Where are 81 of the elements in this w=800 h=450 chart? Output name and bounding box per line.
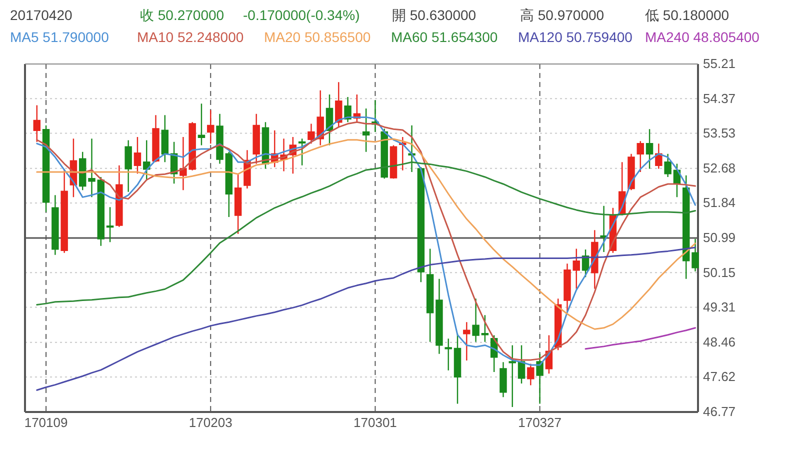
candlestick [572, 248, 580, 290]
text: MA60 51.654300 [391, 29, 498, 45]
candlestick [472, 298, 480, 343]
text: MA120 50.759400 [518, 29, 633, 45]
candlestick [664, 153, 672, 178]
candlestick [399, 136, 406, 171]
candlestick [628, 153, 635, 191]
candlestick [408, 124, 416, 173]
candlestick [564, 262, 571, 312]
candlestick [518, 344, 526, 384]
y-tick-label: 48.46 [703, 334, 736, 350]
y-tick-label: 53.53 [703, 125, 736, 140]
candlestick [335, 82, 342, 128]
x-tick-label: 170203 [188, 415, 232, 430]
candlestick [207, 110, 214, 144]
x-tick-label: 170109 [24, 415, 68, 430]
candlestick [298, 138, 306, 166]
candlestick [417, 166, 425, 283]
y-tick-label: 50.15 [703, 264, 736, 280]
y-tick-label: 47.62 [703, 369, 736, 384]
text: 收 50.270000 [140, 7, 224, 23]
text: MA10 52.248000 [137, 29, 244, 45]
candlestick [362, 108, 370, 152]
line-series [36, 138, 696, 330]
candlestick [78, 151, 86, 191]
candlestick [508, 344, 516, 408]
candlestick [152, 114, 160, 163]
text: MA20 50.856500 [264, 29, 371, 45]
x-tick-label: 170301 [354, 415, 397, 430]
x-tick-label: 170327 [518, 415, 562, 430]
y-tick-label: 52.68 [703, 160, 736, 176]
candlestick [161, 114, 169, 163]
candlestick [106, 206, 114, 243]
line-series [584, 327, 696, 350]
y-tick-label: 54.37 [703, 90, 736, 106]
candlestick [454, 333, 462, 404]
candlestick [390, 144, 398, 180]
candlestick [600, 205, 608, 253]
y-tick-label: 50.99 [703, 230, 736, 246]
candlestick [60, 168, 68, 254]
candlestick [426, 248, 434, 343]
text: MA5 51.790000 [10, 29, 110, 45]
candlestick [682, 174, 690, 280]
text: 低 50.180000 [645, 7, 730, 23]
text: 20170420 [10, 7, 73, 23]
line-series [36, 246, 696, 391]
candlestick [143, 140, 150, 181]
candlestick [97, 176, 105, 246]
candlestick [500, 362, 507, 398]
candlestick [42, 124, 50, 213]
candlestick [216, 113, 224, 164]
candlestick [326, 94, 334, 146]
candlestick [52, 194, 59, 256]
candlestick [252, 113, 260, 164]
candlestick [536, 353, 544, 404]
candlestick [225, 151, 233, 218]
candlestick [33, 104, 41, 143]
text: 開 50.630000 [392, 7, 476, 23]
candlestick [646, 128, 654, 170]
candlestick [134, 136, 142, 174]
y-tick-label: 49.31 [703, 299, 736, 314]
text: -0.170000(-0.34%) [243, 7, 360, 23]
candlestick [380, 128, 388, 180]
text: 高 50.970000 [520, 7, 604, 23]
candlestick [636, 140, 644, 173]
candlestick [655, 142, 662, 170]
candlestick [198, 102, 206, 146]
candlestick [234, 173, 242, 234]
candlestick [116, 164, 123, 228]
candlestick [88, 138, 96, 198]
y-tick-label: 55.21 [703, 56, 736, 72]
text: MA240 48.805400 [645, 29, 760, 45]
candlestick [463, 322, 470, 362]
candlestick [444, 338, 452, 371]
candlestick [124, 140, 132, 192]
candlestick [527, 363, 534, 386]
y-tick-label: 46.77 [703, 404, 736, 420]
candlestick [436, 278, 443, 354]
y-tick-label: 51.84 [703, 195, 736, 210]
line-series [36, 161, 696, 306]
candlestick [481, 314, 489, 343]
